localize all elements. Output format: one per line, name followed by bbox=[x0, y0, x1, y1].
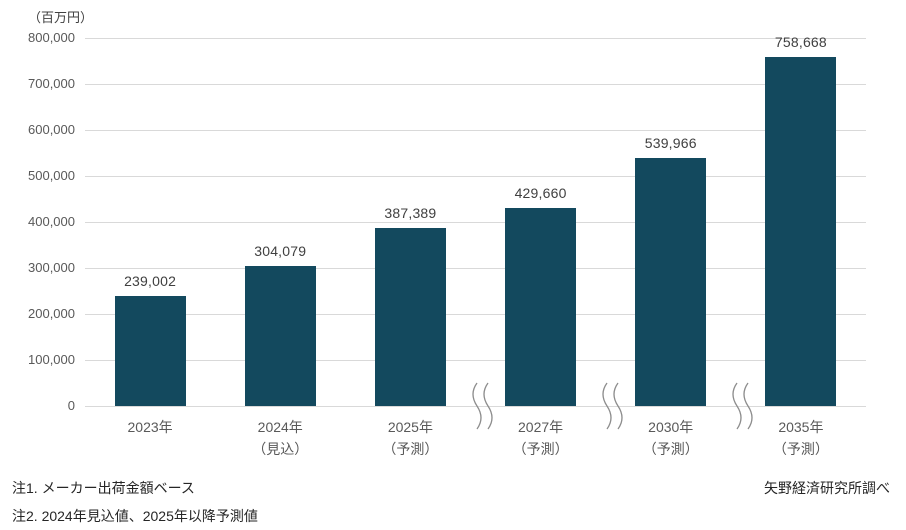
gridline bbox=[85, 313, 866, 315]
axis-break-icon bbox=[599, 382, 625, 430]
bar-value-label: 387,389 bbox=[384, 204, 437, 221]
x-axis-qualifier-label: （見込） bbox=[252, 441, 309, 457]
x-axis-category-label: 2023年 bbox=[85, 416, 215, 438]
x-axis-qualifier-label: （予測） bbox=[772, 441, 829, 457]
y-axis-tick-label: 100,000 bbox=[28, 352, 75, 367]
gridline bbox=[85, 129, 866, 131]
bar bbox=[114, 296, 186, 406]
x-axis-year-label: 2027年 bbox=[518, 419, 564, 435]
gridline bbox=[85, 359, 866, 361]
x-axis-qualifier-label: （予測） bbox=[642, 441, 699, 457]
x-axis-year-label: 2030年 bbox=[648, 419, 694, 435]
x-axis-category-label: 2025年 （予測） bbox=[345, 416, 475, 460]
y-axis-tick-label: 300,000 bbox=[28, 260, 75, 275]
bar-value-label: 539,966 bbox=[644, 134, 697, 151]
axis-break-icon bbox=[469, 382, 495, 430]
axis-break-icon bbox=[729, 382, 755, 430]
bar-value-label: 304,079 bbox=[254, 243, 307, 260]
bar-value-label: 429,660 bbox=[514, 185, 567, 202]
gridline bbox=[85, 37, 866, 39]
x-axis-year-label: 2035年 bbox=[778, 419, 824, 435]
source-credit: 矢野経済研究所調べ bbox=[764, 480, 890, 496]
bar-value-label: 239,002 bbox=[124, 273, 177, 290]
bar-value-label: 758,668 bbox=[774, 34, 827, 50]
x-axis-year-label: 2024年 bbox=[257, 419, 303, 435]
x-axis-year-label: 2023年 bbox=[127, 419, 173, 435]
footnote-2: 注2. 2024年見込値、2025年以降予測値 bbox=[12, 508, 258, 524]
bar bbox=[374, 227, 446, 406]
x-axis-category-label: 2024年 （見込） bbox=[215, 416, 345, 460]
bar bbox=[635, 157, 707, 406]
bar bbox=[244, 266, 316, 406]
x-axis-category-label: 2035年 （予測） bbox=[736, 416, 866, 460]
y-axis-tick-label: 600,000 bbox=[28, 122, 75, 137]
y-axis-tick-label: 500,000 bbox=[28, 168, 75, 183]
gridline bbox=[85, 175, 866, 177]
x-axis-category-label: 2027年 （予測） bbox=[476, 416, 606, 460]
y-axis-tick-label: 800,000 bbox=[28, 30, 75, 45]
gridline bbox=[85, 405, 866, 407]
y-axis-tick-label: 700,000 bbox=[28, 76, 75, 91]
gridline bbox=[85, 267, 866, 269]
x-axis-qualifier-label: （予測） bbox=[382, 441, 439, 457]
y-axis-tick-label: 400,000 bbox=[28, 214, 75, 229]
gridline bbox=[85, 221, 866, 223]
y-axis-tick-label: 200,000 bbox=[28, 306, 75, 321]
bar bbox=[765, 57, 837, 406]
gridline bbox=[85, 83, 866, 85]
footnote-1: 注1. メーカー出荷金額ベース bbox=[12, 480, 195, 496]
x-axis-year-label: 2025年 bbox=[387, 419, 433, 435]
y-axis-tick-label: 0 bbox=[67, 398, 75, 413]
x-axis-qualifier-label: （予測） bbox=[512, 441, 569, 457]
y-axis-unit-label: （百万円） bbox=[28, 10, 94, 25]
x-axis-category-label: 2030年 （予測） bbox=[606, 416, 736, 460]
bar bbox=[505, 208, 577, 406]
